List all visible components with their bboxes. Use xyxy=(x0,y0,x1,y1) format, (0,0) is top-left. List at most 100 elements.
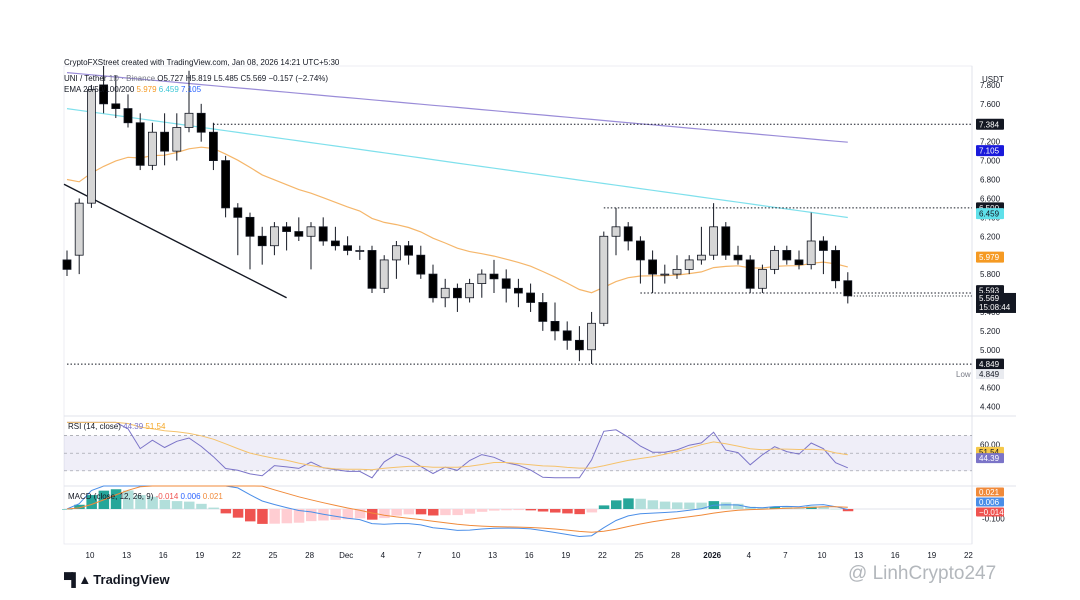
candle-body xyxy=(709,226,718,256)
current-price-bg xyxy=(976,292,1016,313)
macd-histogram-bar xyxy=(367,509,378,520)
time-tick-label: 2026 xyxy=(703,551,721,560)
candle-body xyxy=(538,302,548,322)
candle-body xyxy=(74,202,84,256)
macd-histogram-bar xyxy=(635,498,646,509)
candle-body xyxy=(367,250,377,289)
macd-histogram-bar xyxy=(623,498,634,509)
candle-body xyxy=(172,127,182,152)
macd-histogram-bar xyxy=(818,506,829,509)
candle-body xyxy=(404,245,414,256)
macd-tick-label: -0.100 xyxy=(982,515,1005,524)
macd-histogram-bar xyxy=(318,509,329,521)
time-tick-label: 19 xyxy=(195,551,204,560)
macd-histogram-bar xyxy=(672,502,683,509)
candle-body xyxy=(233,207,243,218)
price-axis-label: 7.384 xyxy=(979,120,1000,129)
macd-histogram-bar xyxy=(598,505,610,509)
candle-body xyxy=(831,250,840,282)
candle-body xyxy=(636,240,645,261)
macd-histogram-bar xyxy=(123,490,134,509)
price-axis-label: 5.979 xyxy=(979,253,1000,262)
macd-histogram-bar xyxy=(489,509,500,511)
macd-histogram-bar xyxy=(415,509,427,515)
macd-histogram-bar xyxy=(440,509,451,516)
time-tick-label: 25 xyxy=(269,551,278,560)
candle-body xyxy=(343,245,353,251)
macd-histogram-bar xyxy=(330,509,341,520)
price-tick-label: 7.600 xyxy=(980,100,1001,109)
time-tick-label: 22 xyxy=(232,551,241,560)
macd-histogram-bar xyxy=(171,501,183,509)
rsi-axis-label: 44.39 xyxy=(979,454,1000,463)
macd-histogram-bar xyxy=(342,509,354,520)
candle-body xyxy=(416,254,426,275)
candle-body xyxy=(160,131,170,152)
candle-body xyxy=(611,226,621,237)
price-axis-label-bg xyxy=(976,358,1004,370)
price-axis-label-bg xyxy=(976,145,1004,157)
time-tick-label: 19 xyxy=(561,551,570,560)
time-tick-label: 28 xyxy=(305,551,314,560)
macd-axis-label-bg xyxy=(976,507,1004,517)
candle-body xyxy=(782,250,792,261)
time-tick-label: 13 xyxy=(854,551,863,560)
macd-axis-label: 0.021 xyxy=(979,488,1000,497)
rsi-ma-line xyxy=(67,421,848,471)
candle-body xyxy=(208,131,218,161)
candle-body xyxy=(123,108,133,124)
macd-histogram-bar xyxy=(110,489,122,509)
symbol-legend[interactable]: UNI / Tether 1D · Binance O5.727 H5.819 … xyxy=(64,74,328,83)
macd-histogram-bar xyxy=(476,509,488,512)
macd-histogram-bar xyxy=(86,495,97,509)
macd-histogram-bar xyxy=(379,509,390,519)
macd-histogram-bar xyxy=(501,509,512,511)
ema-legend[interactable]: EMA 20/50/100/200 5.979 6.459 7.105 xyxy=(64,85,201,94)
macd-label: MACD (close, 12, 26, 9) xyxy=(68,492,154,501)
candle-body xyxy=(587,322,596,351)
macd-legend[interactable]: MACD (close, 12, 26, 9) -0.014 0.006 0.0… xyxy=(68,492,223,501)
tradingview-icon: ▀▌▲ xyxy=(64,572,91,587)
candle-body xyxy=(648,259,657,275)
macd-histogram-bar xyxy=(403,509,415,515)
candle-body xyxy=(379,259,389,289)
tradingview-brand: TradingView xyxy=(93,572,170,587)
tradingview-logo[interactable]: ▀▌▲ TradingView xyxy=(64,572,170,587)
price-countdown-label: 15:08:44 xyxy=(979,303,1011,312)
candle-body xyxy=(684,259,694,270)
price-axis-label: 6.459 xyxy=(979,210,1000,219)
candle-body xyxy=(62,259,72,270)
time-tick-label: 7 xyxy=(783,551,788,560)
macd-histogram-bar xyxy=(232,509,244,518)
candle-body xyxy=(147,131,157,166)
candle-body xyxy=(501,278,511,289)
time-tick-label: 7 xyxy=(417,551,422,560)
symbol-name[interactable]: UNI / Tether xyxy=(64,74,107,83)
price-tick-label: 5.000 xyxy=(980,346,1001,355)
price-tick-label: 7.200 xyxy=(980,138,1001,147)
ema100-line xyxy=(66,72,848,143)
macd-histogram-bar xyxy=(513,509,524,511)
chart-credit: CryptoFXStreet created with TradingView.… xyxy=(64,58,340,67)
descending-trendline xyxy=(63,183,287,299)
macd-axis-label-bg xyxy=(976,487,1004,497)
symbol-interval: 1D · Binance xyxy=(108,74,156,83)
candle-body xyxy=(330,240,340,247)
rsi-legend[interactable]: RSI (14, close) 44.39 51.54 xyxy=(68,422,165,431)
macd-axis-label: −0.014 xyxy=(979,508,1004,517)
macd-histogram-bar xyxy=(720,502,732,509)
candle-body xyxy=(599,235,609,324)
time-tick-label: 16 xyxy=(525,551,534,560)
price-tick-label: 5.800 xyxy=(980,270,1001,279)
macd-histogram-bar xyxy=(428,509,439,516)
candle-body xyxy=(282,226,292,232)
time-tick-label: 13 xyxy=(122,551,131,560)
price-axis-label: 7.105 xyxy=(979,147,1000,156)
macd-histogram-bar xyxy=(769,506,781,509)
candle-body xyxy=(355,250,365,252)
candle-body xyxy=(465,283,475,299)
price-tick-label: 6.600 xyxy=(980,194,1001,203)
price-tick-label: 6.200 xyxy=(980,232,1001,241)
candle-body xyxy=(428,273,438,299)
